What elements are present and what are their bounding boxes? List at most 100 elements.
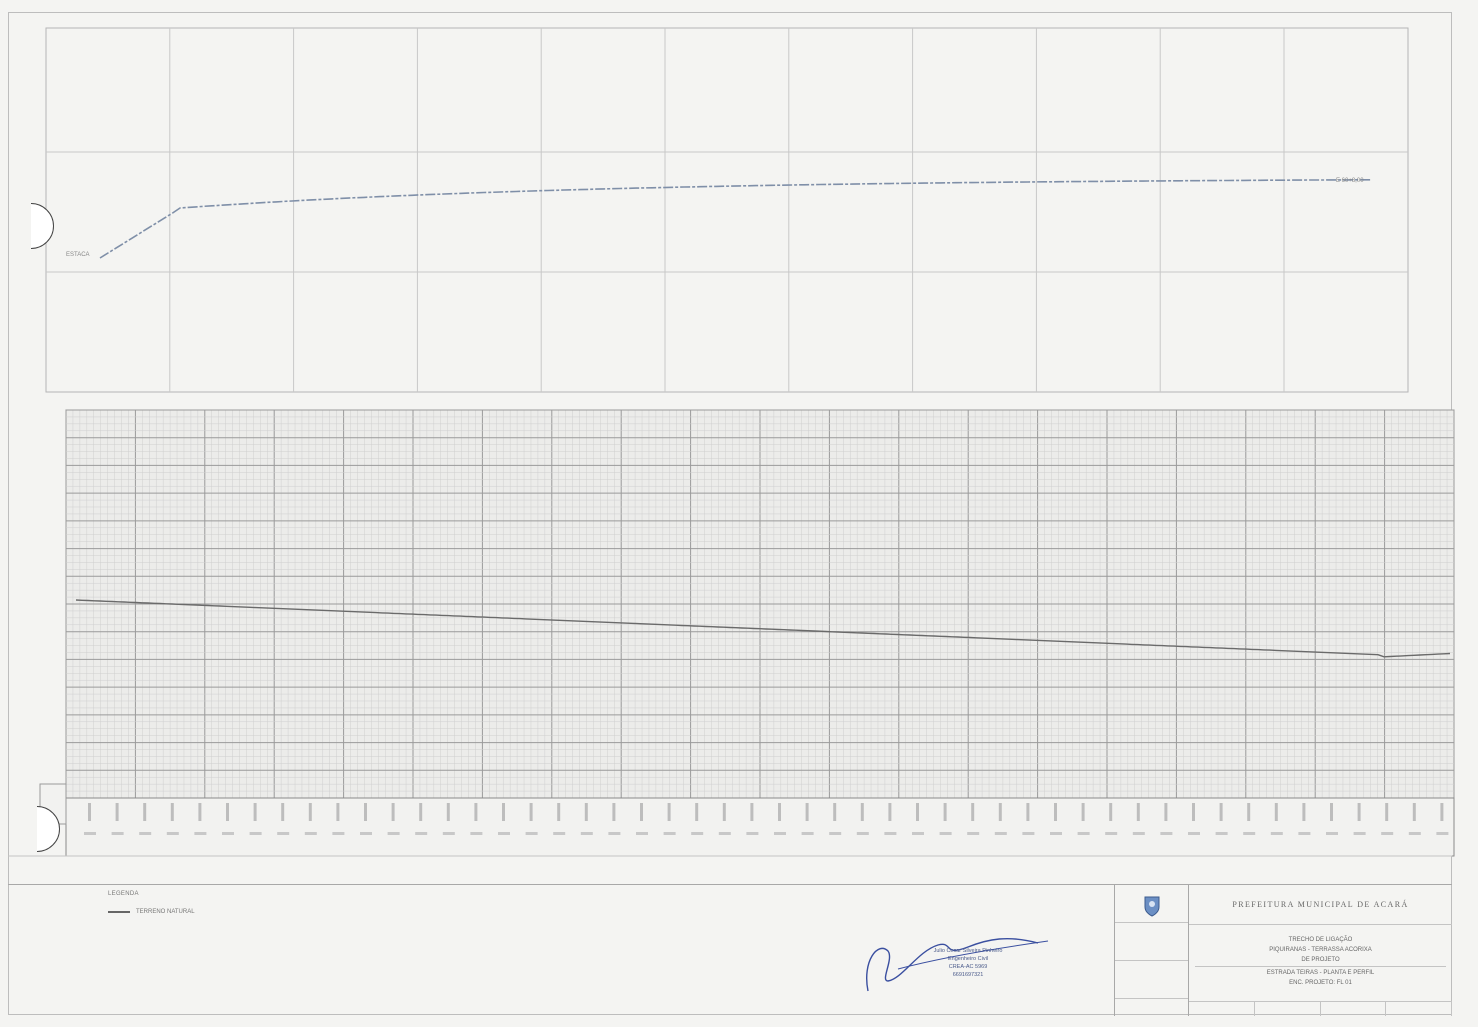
station-tick <box>612 803 616 821</box>
station-tick <box>115 803 119 821</box>
station-tick <box>778 803 781 821</box>
station-tick <box>1440 803 1444 821</box>
station-tick <box>640 803 643 821</box>
signer-crea: CREA-AC 5969 <box>948 964 988 970</box>
signer-registro: 6691697321 <box>952 972 984 978</box>
station-label-mark <box>1132 832 1145 835</box>
station-label-mark <box>525 832 538 835</box>
legend-swatch <box>108 911 130 913</box>
station-label-mark <box>746 832 759 835</box>
signature-text: Julio Cesar Silveira Pinheiro Engenheiro… <box>913 947 1023 979</box>
station-label-mark <box>1160 832 1173 835</box>
station-label-mark <box>1050 832 1062 835</box>
station-label-mark <box>111 832 124 835</box>
station-label-mark <box>801 832 814 835</box>
station-tick <box>281 803 285 821</box>
station-tick <box>1274 803 1278 821</box>
station-label-mark <box>691 832 704 835</box>
crest-column <box>1114 885 1188 1016</box>
legend: LEGENDA TERRENO NATURAL <box>108 891 195 915</box>
station-label-mark <box>1353 832 1366 835</box>
station-tick <box>1136 803 1140 821</box>
plan-end-label: E 60+8,00 <box>1336 178 1364 184</box>
station-tick <box>1109 803 1113 821</box>
signature-block: Julio Cesar Silveira Pinheiro Engenheiro… <box>858 921 1058 1001</box>
station-tick <box>364 803 367 821</box>
station-label-mark <box>1298 832 1311 835</box>
station-label-mark <box>608 832 621 835</box>
station-tick <box>667 803 671 821</box>
station-tick <box>391 803 395 821</box>
plan-alignment-line <box>99 179 1372 259</box>
project-info-box: PREFEITURA MUNICIPAL DE ACARÁ TRECHO DE … <box>1188 885 1452 1016</box>
station-tick <box>502 803 505 821</box>
station-tick <box>1385 803 1389 821</box>
station-label-mark <box>470 832 483 835</box>
plan-view: ESTACA E 60+8,00 <box>45 27 1409 393</box>
project-line-5: ENC. PROJETO: FL 01 <box>1289 980 1352 986</box>
station-tick <box>1357 803 1361 821</box>
station-label-mark <box>442 832 455 835</box>
station-label-mark <box>1381 832 1394 835</box>
station-label-mark <box>718 832 731 835</box>
profile-grid <box>65 409 1455 799</box>
station-label-mark <box>912 832 924 835</box>
station-label-mark <box>1436 832 1449 835</box>
station-tick <box>446 803 450 821</box>
signer-title: Engenheiro Civil <box>947 956 989 962</box>
station-tick <box>695 803 699 821</box>
station-label-mark <box>967 832 980 835</box>
info-footer <box>1189 1001 1452 1016</box>
station-label-mark <box>1408 832 1421 835</box>
station-label-mark <box>332 832 345 835</box>
station-tick <box>1081 803 1085 821</box>
station-tick <box>750 803 754 821</box>
station-tick <box>308 803 312 821</box>
station-tick <box>916 803 919 821</box>
station-tick <box>971 803 975 821</box>
title-block: LEGENDA TERRENO NATURAL Julio Cesar Silv… <box>8 884 1452 1016</box>
terrain-profile-line <box>75 599 1451 658</box>
plan-grid <box>46 28 1408 392</box>
station-tick <box>722 803 726 821</box>
station-label-mark <box>1243 832 1256 835</box>
station-label-mark <box>498 832 510 835</box>
station-label-mark <box>884 832 897 835</box>
handwritten-signature <box>866 938 1049 992</box>
station-label-mark <box>1077 832 1090 835</box>
station-label-mark <box>1270 832 1283 835</box>
station-label-mark <box>1105 832 1118 835</box>
station-label-mark <box>249 832 262 835</box>
station-label-mark <box>166 832 179 835</box>
station-tick <box>998 803 1002 821</box>
station-label-mark <box>829 832 842 835</box>
legend-title: LEGENDA <box>108 891 139 897</box>
station-label-mark <box>636 832 648 835</box>
station-label-mark <box>1326 832 1338 835</box>
station-tick <box>143 803 147 821</box>
station-label-mark <box>856 832 869 835</box>
station-label-mark <box>580 832 593 835</box>
station-label-mark <box>387 832 400 835</box>
station-tick <box>1302 803 1306 821</box>
station-tick <box>1026 803 1030 821</box>
project-lines: TRECHO DE LIGAÇÃO PIQUIRANAS - TERRASSA … <box>1189 925 1452 988</box>
station-label-mark <box>277 832 290 835</box>
station-label-mark <box>774 832 786 835</box>
municipal-crest-icon <box>1144 896 1160 917</box>
station-label-mark <box>663 832 676 835</box>
station-tick <box>529 803 533 821</box>
station-tick <box>1164 803 1168 821</box>
station-label-mark <box>84 832 96 835</box>
station-tick <box>888 803 892 821</box>
project-line-2: PIQUIRANAS - TERRASSA ACORIXA <box>1269 947 1372 953</box>
station-label-mark <box>304 832 317 835</box>
station-tick <box>1054 803 1057 821</box>
station-tick <box>833 803 837 821</box>
station-tick <box>336 803 340 821</box>
station-label-mark <box>194 832 207 835</box>
profile-view <box>8 409 1455 857</box>
station-tick <box>226 803 229 821</box>
station-tick <box>419 803 423 821</box>
station-tick <box>1247 803 1251 821</box>
